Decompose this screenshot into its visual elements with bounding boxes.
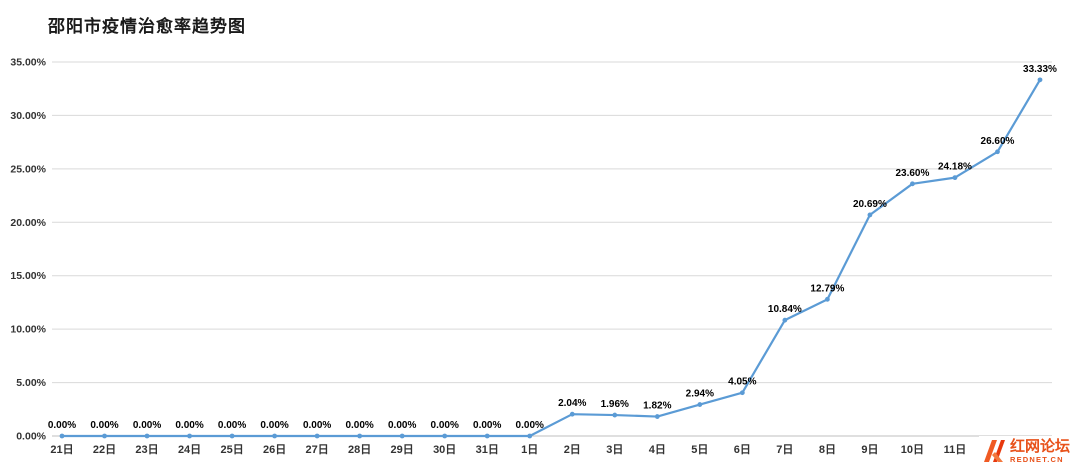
svg-text:0.00%: 0.00% xyxy=(90,420,118,431)
svg-text:29日: 29日 xyxy=(391,443,414,456)
svg-text:9日: 9日 xyxy=(861,443,878,456)
svg-text:23.60%: 23.60% xyxy=(895,168,929,179)
svg-text:28日: 28日 xyxy=(348,443,371,456)
svg-text:0.00%: 0.00% xyxy=(260,420,288,431)
watermark-text: 红网论坛 REDNET.CN xyxy=(1010,439,1070,464)
svg-text:10.84%: 10.84% xyxy=(768,304,802,315)
svg-text:30日: 30日 xyxy=(433,443,456,456)
svg-text:10日: 10日 xyxy=(901,443,924,456)
svg-text:24日: 24日 xyxy=(178,443,201,456)
watermark-name: 红网论坛 xyxy=(1009,437,1070,455)
svg-text:11日: 11日 xyxy=(944,443,967,456)
svg-text:25.00%: 25.00% xyxy=(10,163,46,175)
svg-text:0.00%: 0.00% xyxy=(16,431,46,443)
chart-title: 邵阳市疫情治愈率趋势图 xyxy=(48,17,246,36)
svg-text:0.00%: 0.00% xyxy=(175,420,203,431)
svg-text:1.82%: 1.82% xyxy=(643,401,671,412)
svg-text:33.33%: 33.33% xyxy=(1023,64,1057,75)
svg-text:2日: 2日 xyxy=(564,443,581,456)
svg-text:15.00%: 15.00% xyxy=(10,270,46,282)
svg-text:1.96%: 1.96% xyxy=(601,399,629,410)
svg-text:25日: 25日 xyxy=(220,443,243,456)
svg-text:20.69%: 20.69% xyxy=(853,199,887,210)
svg-text:2.94%: 2.94% xyxy=(686,389,714,400)
svg-text:30.00%: 30.00% xyxy=(10,110,46,122)
svg-text:1日: 1日 xyxy=(521,443,538,456)
svg-text:0.00%: 0.00% xyxy=(303,420,331,431)
svg-text:0.00%: 0.00% xyxy=(473,420,501,431)
watermark: 红网论坛 REDNET.CN xyxy=(978,436,1074,466)
svg-text:10.00%: 10.00% xyxy=(10,324,46,336)
svg-text:26.60%: 26.60% xyxy=(981,136,1015,147)
svg-text:21日: 21日 xyxy=(50,443,73,456)
svg-text:26日: 26日 xyxy=(263,443,286,456)
watermark-domain: REDNET.CN xyxy=(1009,454,1064,464)
svg-text:5日: 5日 xyxy=(691,443,708,456)
svg-text:4.05%: 4.05% xyxy=(728,377,756,388)
svg-text:22日: 22日 xyxy=(93,443,116,456)
svg-text:6日: 6日 xyxy=(734,443,751,456)
svg-text:5.00%: 5.00% xyxy=(16,377,46,389)
svg-text:0.00%: 0.00% xyxy=(133,420,161,431)
svg-text:0.00%: 0.00% xyxy=(345,420,373,431)
svg-text:3日: 3日 xyxy=(606,443,623,456)
svg-text:27日: 27日 xyxy=(306,443,329,456)
svg-text:0.00%: 0.00% xyxy=(388,420,416,431)
svg-text:2.04%: 2.04% xyxy=(558,398,586,409)
svg-text:7日: 7日 xyxy=(776,443,793,456)
svg-text:0.00%: 0.00% xyxy=(48,420,76,431)
svg-text:31日: 31日 xyxy=(476,443,499,456)
svg-text:23日: 23日 xyxy=(135,443,158,456)
svg-text:4日: 4日 xyxy=(649,443,666,456)
svg-text:24.18%: 24.18% xyxy=(938,162,972,173)
svg-text:0.00%: 0.00% xyxy=(431,420,459,431)
svg-text:8日: 8日 xyxy=(819,443,836,456)
svg-text:0.00%: 0.00% xyxy=(516,420,544,431)
svg-text:35.00%: 35.00% xyxy=(10,57,46,69)
svg-text:0.00%: 0.00% xyxy=(218,420,246,431)
svg-text:12.79%: 12.79% xyxy=(810,283,844,294)
rednet-logo-icon xyxy=(983,440,1005,462)
svg-text:20.00%: 20.00% xyxy=(10,217,46,229)
